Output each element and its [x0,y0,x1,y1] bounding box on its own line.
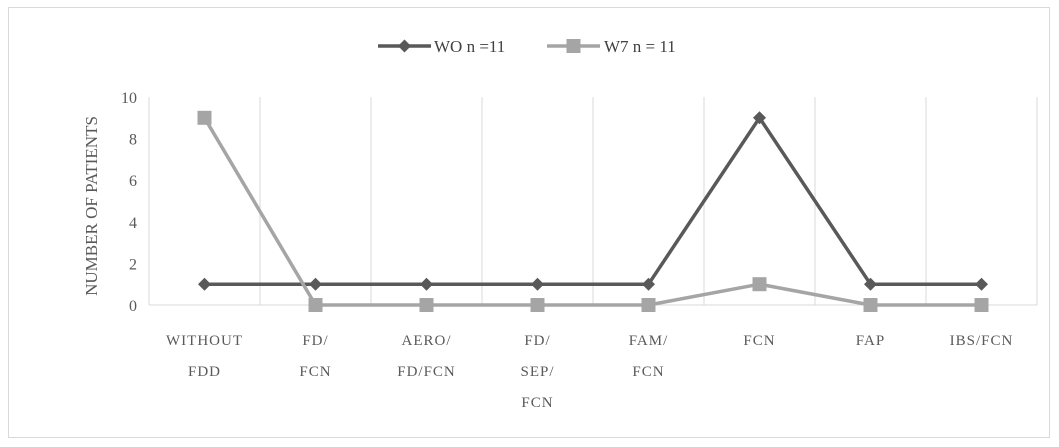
data-point [531,277,544,291]
data-point [198,277,211,291]
data-point [308,298,323,312]
y-tick-label: 6 [129,173,137,190]
data-point [419,298,434,312]
data-point [530,298,545,312]
y-tick-label: 4 [129,215,137,232]
series-line [204,116,982,286]
data-point [641,298,656,312]
x-tick-label: WITHOUT FDD [166,333,243,380]
legend-label: WO n =11 [434,37,505,56]
y-tick-label: 2 [129,256,137,273]
data-point [975,277,988,291]
y-tick-label: 0 [129,298,137,315]
x-axis-categories: WITHOUT FDD FD/FCN AERO/FD/FCN FD/SEP/FCN FAM… [166,333,1014,411]
x-tick-label: FD/FCN [299,333,331,380]
gridlines [148,97,1038,305]
y-tick-label: 10 [121,90,137,107]
data-point [753,111,766,125]
series-line [202,116,982,307]
y-axis-ticks: 0 2 4 6 8 10 [121,90,137,315]
data-point [974,298,989,312]
data-point [566,39,581,53]
data-point [398,39,411,53]
x-tick-label: FAP [856,333,885,349]
data-point [420,277,433,291]
x-tick-label: FAM/FCN [629,333,669,380]
data-point [642,277,655,291]
legend: WO n =11 W7 n = 11 [378,37,676,56]
x-tick-label: AERO/FD/FCN [397,333,456,380]
series-lines [202,116,982,307]
y-tick-label: 8 [129,132,137,149]
legend-label: W7 n = 11 [604,37,676,56]
x-tick-label: IBS/FCN [950,333,1014,349]
chart-frame [8,7,1050,438]
y-axis-label: NUMBER OF PATIENTS [82,116,101,296]
x-tick-label: FD/SEP/FCN [520,333,554,411]
data-point [197,110,212,125]
data-point [864,277,877,291]
data-point [752,277,767,292]
data-point [309,277,322,291]
x-tick-label: FCN [743,333,775,349]
series-markers [197,110,989,312]
data-point [863,298,878,312]
